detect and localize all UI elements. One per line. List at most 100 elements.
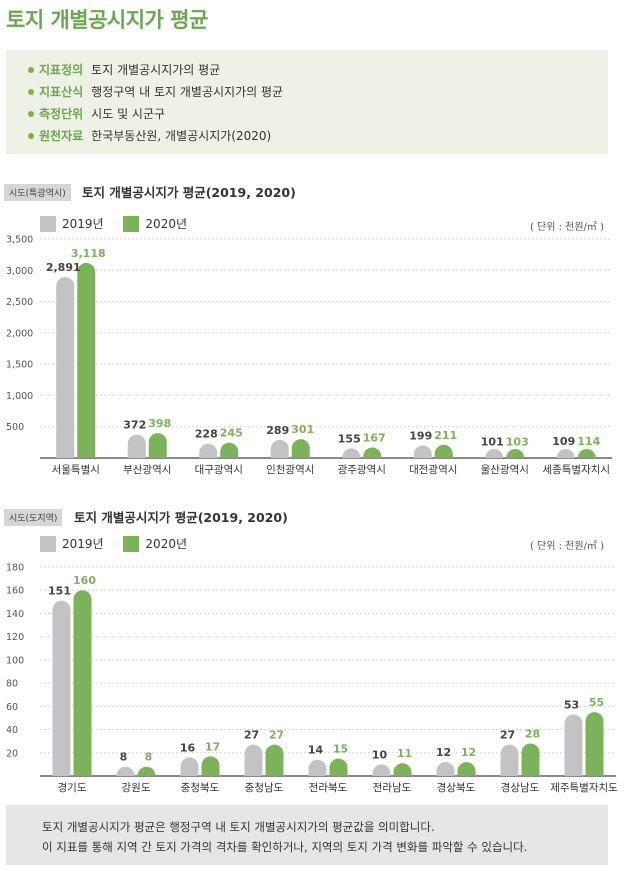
data-label-2019: 151: [48, 585, 71, 598]
category-label: 울산광역시: [481, 464, 529, 476]
bar-2019: [342, 448, 361, 458]
y-tick-label: 1,500: [6, 360, 33, 371]
data-label-2019: 289: [266, 424, 289, 437]
info-text: 한국부동산원, 개별공시지가(2020): [91, 129, 272, 143]
y-tick-label: 80: [6, 679, 18, 690]
legend-item-2019: 2019년: [40, 215, 104, 233]
bar-2020: [521, 743, 540, 776]
info-text: 행정구역 내 토지 개별공시지가의 평균: [91, 85, 284, 99]
bar-2020: [585, 712, 604, 776]
data-label-2019: 109: [552, 435, 575, 448]
chart-plot: 500 1,000 1,500 2,000 2,500 3,000 3,500 2,8913,…: [6, 235, 612, 476]
category-label: 제주특별자치도: [550, 782, 618, 794]
y-tick-label: 60: [6, 702, 18, 713]
info-label: 지표정의: [39, 63, 84, 77]
data-label-2020: 17: [205, 740, 220, 753]
info-row-formula: 지표산식 행정구역 내 토지 개별공시지가의 평균: [28, 83, 283, 100]
data-label-2020: 27: [269, 729, 284, 742]
legend-item-2020: 2020년: [123, 215, 187, 233]
bar-2020: [148, 433, 167, 458]
legend-label: 2020년: [145, 217, 188, 231]
info-text: 토지 개별공시지가의 평균: [91, 63, 221, 77]
data-label-2020: 28: [525, 727, 540, 740]
bar-2020: [506, 449, 525, 458]
data-label-2019: 27: [244, 729, 259, 742]
category-label: 대구광역시: [195, 464, 243, 476]
chart-legend: 2019년 2020년: [40, 215, 203, 233]
bar-2020: [73, 590, 92, 776]
bar-2019: [199, 443, 218, 458]
bar-2020: [265, 744, 284, 776]
category-label: 충청남도: [245, 782, 284, 794]
data-label-2020: 398: [148, 417, 171, 430]
y-tick-label: 120: [6, 632, 24, 643]
y-tick-label: 100: [6, 655, 24, 666]
info-row-definition: 지표정의 토지 개별공시지가의 평균: [28, 61, 220, 78]
category-label: 강원도: [122, 782, 151, 794]
data-label-2019: 199: [409, 430, 432, 443]
y-tick-label: 160: [6, 586, 24, 597]
legend-swatch: [123, 535, 140, 552]
bar-2019: [436, 762, 455, 776]
category-label: 경기도: [58, 781, 87, 794]
chart-title: 토지 개별공시지가 평균(2019, 2020): [74, 510, 288, 525]
data-label-2020: 114: [577, 435, 600, 448]
description-note: 토지 개별공시지가 평균은 행정구역 내 토지 개별공시지가의 평균값을 의미합…: [6, 805, 608, 865]
y-tick-label: 1,000: [6, 391, 33, 402]
y-tick-label: 20: [6, 748, 18, 759]
data-label-2020: 103: [506, 436, 529, 449]
bar-2019: [372, 764, 391, 776]
legend-label: 2019년: [62, 537, 104, 551]
data-label-2020: 167: [363, 432, 386, 445]
y-tick-label: 140: [6, 609, 24, 620]
bar-2019: [485, 449, 504, 458]
category-label: 전라북도: [309, 782, 348, 794]
bullet-icon: [28, 132, 34, 139]
info-label: 측정단위: [39, 107, 84, 121]
bar-2019: [127, 434, 146, 458]
category-label: 충청북도: [181, 782, 220, 794]
bar-2019: [56, 277, 75, 458]
bar-2019: [180, 757, 199, 776]
note-line: 토지 개별공시지가 평균은 행정구역 내 토지 개별공시지가의 평균값을 의미합…: [42, 820, 435, 834]
data-label-2019: 16: [180, 741, 196, 754]
data-label-2020: 15: [333, 743, 348, 756]
legend-label: 2019년: [62, 217, 104, 231]
chart-unit: ( 단위 : 천원/㎡ ): [529, 222, 604, 233]
bar-2019: [270, 439, 289, 458]
y-tick-label: 3,000: [6, 266, 33, 277]
bar-2019: [244, 744, 263, 776]
bar-2020: [291, 439, 310, 458]
bar-2020: [137, 766, 156, 776]
legend-item-2020: 2020년: [123, 535, 187, 553]
legend-item-2019: 2019년: [40, 535, 104, 553]
data-label-2020: 11: [397, 747, 412, 760]
legend-swatch: [40, 535, 56, 552]
y-tick-label: 2,000: [6, 328, 33, 339]
chart-metropolitan: 시도(특광역시) 토지 개별공시지가 평균(2019, 2020) 2019년 …: [0, 175, 626, 487]
info-row-source: 원천자료 한국부동산원, 개별공시지가(2020): [28, 127, 271, 144]
y-tick-label: 500: [6, 422, 24, 433]
indicator-info-box: 지표정의 토지 개별공시지가의 평균 지표산식 행정구역 내 토지 개별공시지가의 …: [6, 50, 608, 154]
legend-swatch: [40, 215, 56, 232]
category-label: 서울특별시: [52, 464, 100, 476]
note-line: 이 지표를 통해 지역 간 토지 가격의 격차를 확인하거나, 지역의 토지 가…: [42, 840, 528, 854]
data-label-2020: 160: [73, 574, 96, 587]
bar-2019: [556, 449, 575, 458]
chart-provinces: 시도(도지역) 토지 개별공시지가 평균(2019, 2020) 2019년 2…: [0, 500, 626, 800]
data-label-2019: 2,891: [46, 261, 81, 274]
bar-2019: [413, 445, 432, 458]
data-label-2019: 155: [338, 432, 361, 445]
chart-tag: 시도(도지역): [4, 509, 63, 526]
chart-title: 토지 개별공시지가 평균(2019, 2020): [82, 185, 296, 200]
bar-2020: [457, 762, 476, 776]
y-tick-label: 3,500: [6, 235, 33, 246]
data-label-2020: 211: [434, 429, 457, 442]
bullet-icon: [28, 88, 34, 95]
data-label-2019: 10: [372, 748, 388, 761]
bar-2020: [363, 447, 382, 458]
category-label: 부산광역시: [123, 464, 171, 476]
data-label-2019: 8: [120, 751, 128, 764]
data-label-2019: 14: [308, 744, 324, 757]
